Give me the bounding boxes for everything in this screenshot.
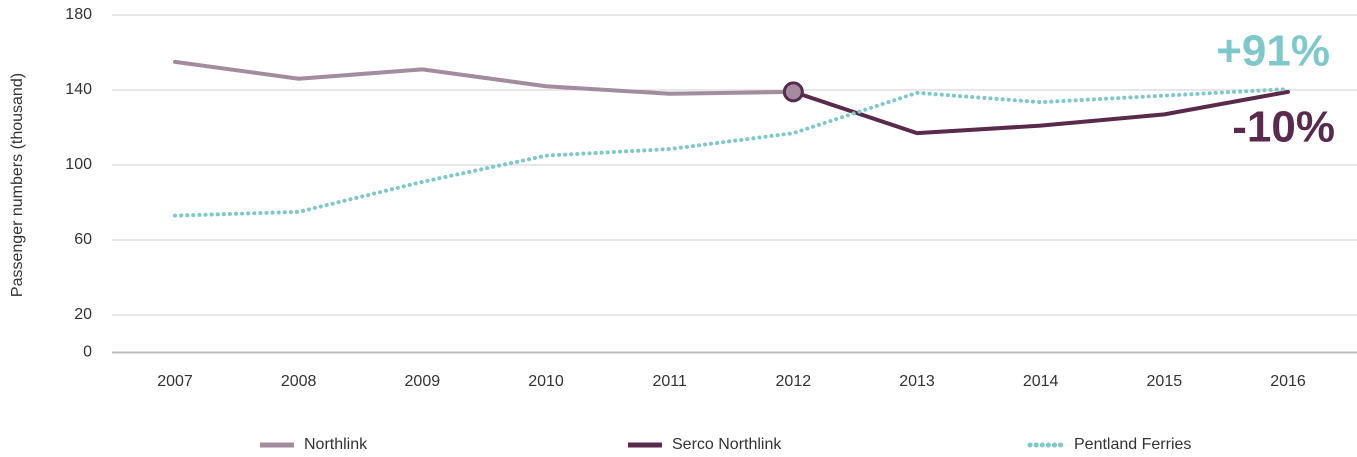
x-tick-label: 2016 <box>1270 373 1306 390</box>
x-tick-label: 2010 <box>528 373 564 390</box>
y-tick-label: 60 <box>74 231 92 248</box>
series-line <box>173 87 1290 218</box>
x-tick-label: 2014 <box>1023 373 1059 390</box>
series-line <box>791 89 1290 136</box>
x-tick-label: 2008 <box>281 373 317 390</box>
y-tick-label: 0 <box>83 344 92 361</box>
y-tick-label: 180 <box>65 6 92 23</box>
x-tick-label: 2011 <box>652 373 687 390</box>
series-line <box>173 59 796 96</box>
annotation: +91% <box>1216 27 1330 76</box>
handover-marker <box>782 81 804 103</box>
y-tick-label: 140 <box>65 81 92 98</box>
x-tick-label: 2013 <box>899 373 935 390</box>
y-tick-label: 100 <box>65 156 92 173</box>
x-tick-label: 2015 <box>1147 373 1183 390</box>
annotation: -10% <box>1232 103 1335 152</box>
y-tick-label: 20 <box>74 306 92 323</box>
x-tick-label: 2012 <box>776 373 812 390</box>
legend-label: Serco Northlink <box>672 436 782 453</box>
y-axis-label: Passenger numbers (thousand) <box>9 73 26 297</box>
x-tick-label: 2007 <box>157 373 193 390</box>
x-tick-label: 2009 <box>405 373 441 390</box>
legend-label: Pentland Ferries <box>1074 436 1191 453</box>
legend-label: Northlink <box>304 436 368 453</box>
